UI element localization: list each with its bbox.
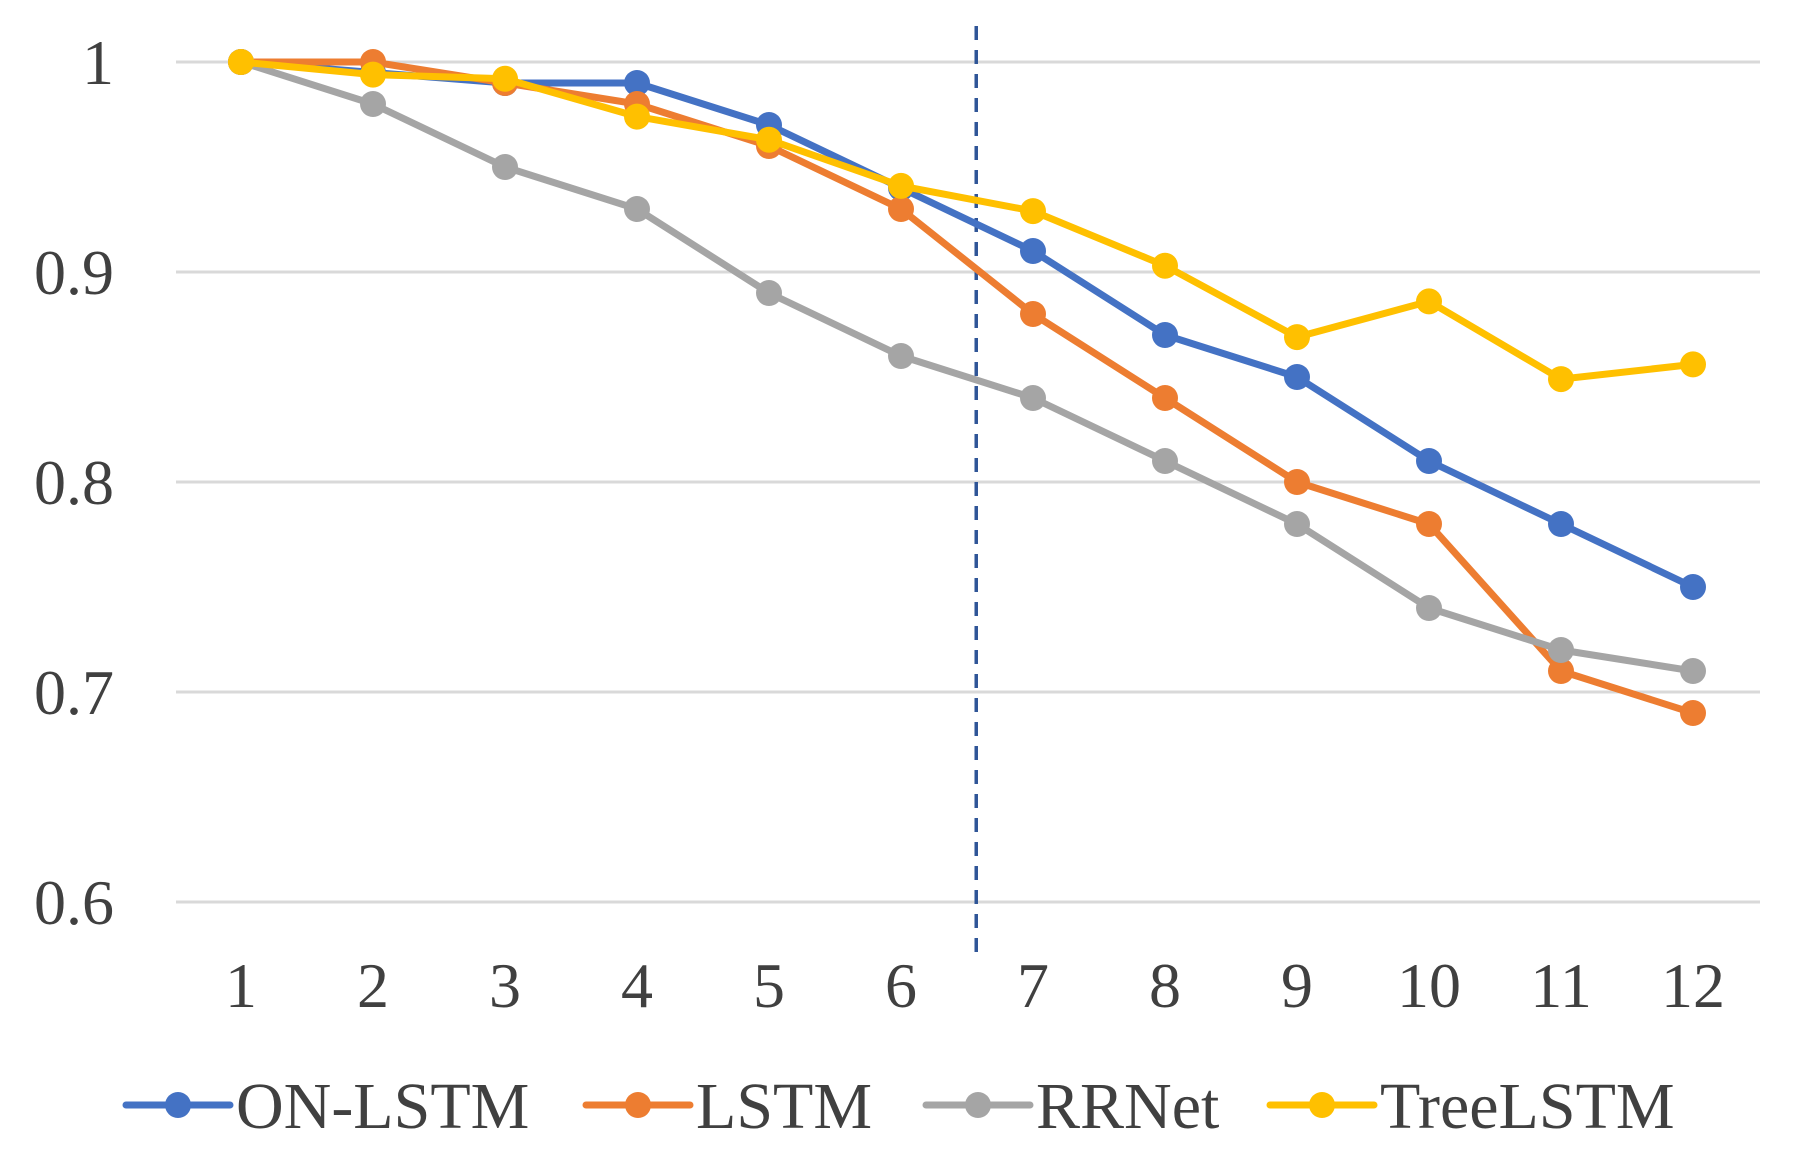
legend-swatch-marker-treelstm (1309, 1092, 1335, 1118)
point-treelstm-2 (360, 61, 386, 88)
legend-swatch-marker-lstm (625, 1092, 651, 1118)
x-tick-label-6: 7 (1017, 950, 1049, 1021)
point-rrnet-3 (492, 154, 518, 180)
x-tick-label-5: 6 (885, 950, 917, 1021)
point-rrnet-9 (1284, 511, 1310, 537)
series-treelstm (228, 49, 1706, 393)
point-lstm-10 (1416, 511, 1442, 537)
point-on-lstm-10 (1416, 448, 1442, 474)
point-treelstm-7 (1020, 198, 1046, 225)
point-treelstm-9 (1284, 324, 1310, 351)
point-rrnet-7 (1020, 385, 1046, 411)
x-tick-label-2: 3 (489, 950, 521, 1021)
y-tick-label-3: 0.9 (34, 237, 114, 308)
x-tick-label-8: 9 (1281, 950, 1313, 1021)
point-on-lstm-8 (1152, 322, 1178, 348)
x-tick-label-7: 8 (1149, 950, 1181, 1021)
point-lstm-7 (1020, 301, 1046, 327)
legend-swatch-marker-on-lstm (165, 1092, 191, 1118)
x-tick-label-0: 1 (225, 950, 257, 1021)
point-treelstm-4 (624, 103, 650, 130)
y-tick-label-0: 0.6 (34, 867, 114, 938)
legend-label-treelstm: TreeLSTM (1380, 1070, 1675, 1143)
y-tick-label-4: 1 (82, 27, 114, 98)
point-treelstm-1 (228, 49, 254, 75)
point-rrnet-12 (1680, 658, 1706, 684)
x-tick-label-4: 5 (753, 950, 785, 1021)
point-treelstm-3 (492, 65, 518, 92)
point-lstm-8 (1152, 385, 1178, 411)
y-tick-label-2: 0.8 (34, 447, 114, 518)
series-line-lstm (237, 58, 1697, 717)
x-tick-label-3: 4 (621, 950, 653, 1021)
legend-item-on-lstm: ON-LSTM (122, 1070, 529, 1143)
x-axis-tick-labels: 1 2 3 4 5 6 7 8 9 10 11 12 (225, 950, 1725, 1021)
point-treelstm-10 (1416, 288, 1442, 315)
legend-item-lstm: LSTM (582, 1070, 872, 1143)
x-tick-label-1: 2 (357, 950, 389, 1021)
point-lstm-12 (1680, 700, 1706, 726)
point-rrnet-4 (624, 196, 650, 222)
point-treelstm-6 (888, 172, 914, 199)
x-tick-label-11: 12 (1661, 950, 1725, 1021)
point-rrnet-11 (1548, 637, 1574, 663)
legend: ON-LSTM LSTM RRNet TreeLSTM (122, 1070, 1675, 1143)
point-on-lstm-4 (624, 70, 650, 96)
point-rrnet-6 (888, 343, 914, 369)
legend-item-treelstm: TreeLSTM (1266, 1070, 1675, 1143)
legend-swatch-marker-rrnet (965, 1092, 991, 1118)
y-tick-label-1: 0.7 (34, 657, 114, 728)
x-tick-label-9: 10 (1397, 950, 1461, 1021)
y-axis-tick-labels: 0.6 0.7 0.8 0.9 1 (34, 27, 114, 938)
point-on-lstm-11 (1548, 511, 1574, 537)
legend-item-rrnet: RRNet (922, 1070, 1219, 1143)
series-line-rrnet (237, 58, 1697, 675)
point-lstm-6 (888, 196, 914, 222)
x-tick-label-10: 11 (1530, 950, 1592, 1021)
series-line-on-lstm (237, 58, 1697, 591)
legend-label-rrnet: RRNet (1036, 1070, 1219, 1143)
series-line-treelstm (237, 58, 1697, 383)
series-on-lstm (228, 49, 1706, 600)
series-group (228, 49, 1706, 726)
point-lstm-9 (1284, 469, 1310, 495)
point-treelstm-12 (1680, 351, 1706, 378)
point-treelstm-5 (756, 126, 782, 153)
point-treelstm-8 (1152, 252, 1178, 279)
point-lstm-11 (1548, 658, 1574, 684)
legend-label-lstm: LSTM (696, 1070, 872, 1143)
point-on-lstm-12 (1680, 574, 1706, 600)
point-rrnet-2 (360, 91, 386, 117)
point-rrnet-10 (1416, 595, 1442, 621)
point-rrnet-8 (1152, 448, 1178, 474)
legend-label-on-lstm: ON-LSTM (236, 1070, 529, 1143)
point-on-lstm-7 (1020, 238, 1046, 264)
point-rrnet-5 (756, 280, 782, 306)
point-on-lstm-9 (1284, 364, 1310, 390)
y-gridlines (176, 60, 1760, 904)
point-treelstm-11 (1548, 366, 1574, 393)
